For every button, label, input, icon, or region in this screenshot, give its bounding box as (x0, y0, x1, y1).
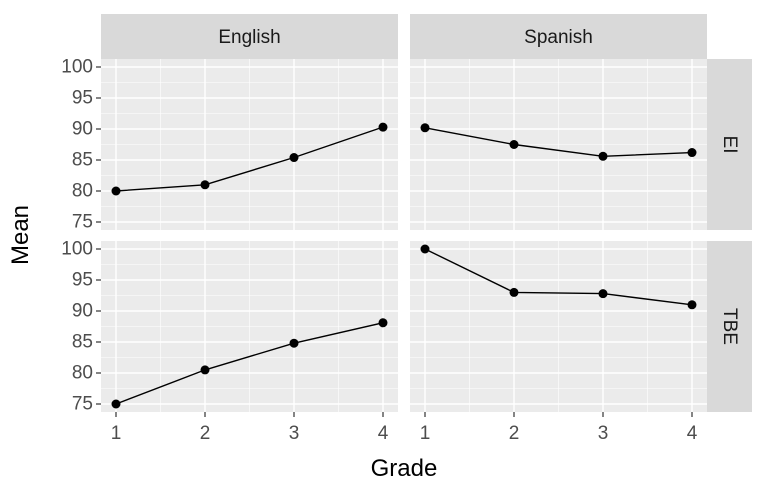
strip-column-english: English (101, 14, 398, 59)
series-line (115, 126, 384, 192)
x-axis-column-english: 1 2 3 4 (111, 412, 389, 444)
data-point (378, 122, 388, 132)
x-axis-title: Grade (371, 455, 438, 482)
data-point (289, 153, 299, 163)
y-tick-label: 80 (72, 181, 93, 202)
x-tick-label: 4 (687, 423, 698, 444)
data-point (289, 338, 299, 348)
strip-background (707, 59, 752, 230)
y-tick-label: 100 (61, 239, 93, 260)
x-tick-label: 2 (200, 423, 211, 444)
strip-label-english: English (218, 27, 280, 48)
y-tick-label: 75 (72, 212, 93, 233)
y-tick-label: 100 (61, 57, 93, 78)
data-point (598, 289, 608, 299)
y-tick-label: 95 (72, 270, 93, 291)
data-point (687, 148, 697, 158)
x-tick-label: 3 (598, 423, 609, 444)
y-tick-label: 95 (72, 88, 93, 109)
strip-label-tbe: TBE (719, 308, 740, 345)
facet-panels (101, 59, 707, 412)
x-tick-label: 3 (289, 423, 300, 444)
facet-strips: English Spanish EI TBE (101, 14, 752, 412)
y-tick-label: 90 (72, 119, 93, 140)
x-tick-label: 1 (420, 423, 431, 444)
panel-english-ei (101, 59, 398, 230)
strip-row-tbe: TBE (707, 241, 752, 412)
x-tick-label: 2 (509, 423, 520, 444)
data-point (200, 180, 210, 190)
panel-spanish-ei (410, 59, 707, 230)
data-point (111, 399, 121, 409)
y-tick-label: 85 (72, 150, 93, 171)
data-point (420, 244, 430, 254)
data-point (420, 123, 430, 133)
y-axis-row-tbe: 75 80 85 90 95 100 (61, 239, 101, 415)
y-tick-label: 75 (72, 394, 93, 415)
data-point (598, 151, 608, 161)
series-line (424, 127, 693, 158)
series-line (115, 322, 384, 405)
y-tick-label: 90 (72, 301, 93, 322)
data-point (200, 365, 210, 375)
strip-background (707, 241, 752, 412)
data-point (687, 300, 697, 310)
strip-row-ei: EI (707, 59, 752, 230)
strip-label-ei: EI (719, 136, 740, 154)
data-point (509, 287, 519, 297)
series-line (424, 248, 693, 306)
y-tick-label: 85 (72, 332, 93, 353)
y-axis-title: Mean (7, 205, 34, 265)
panel-spanish-tbe (410, 241, 707, 412)
strip-background (410, 14, 707, 59)
panel-english-tbe (101, 241, 398, 412)
strip-label-spanish: Spanish (524, 27, 593, 48)
x-tick-label: 1 (111, 423, 122, 444)
y-tick-label: 80 (72, 363, 93, 384)
x-axis-column-spanish: 1 2 3 4 (420, 412, 698, 444)
strip-column-spanish: Spanish (410, 14, 707, 59)
data-point (111, 186, 121, 196)
data-point (509, 140, 519, 149)
y-axis-row-ei: 75 80 85 90 95 100 (61, 57, 101, 233)
data-point (378, 318, 388, 328)
strip-background (101, 14, 398, 59)
x-tick-label: 4 (378, 423, 389, 444)
